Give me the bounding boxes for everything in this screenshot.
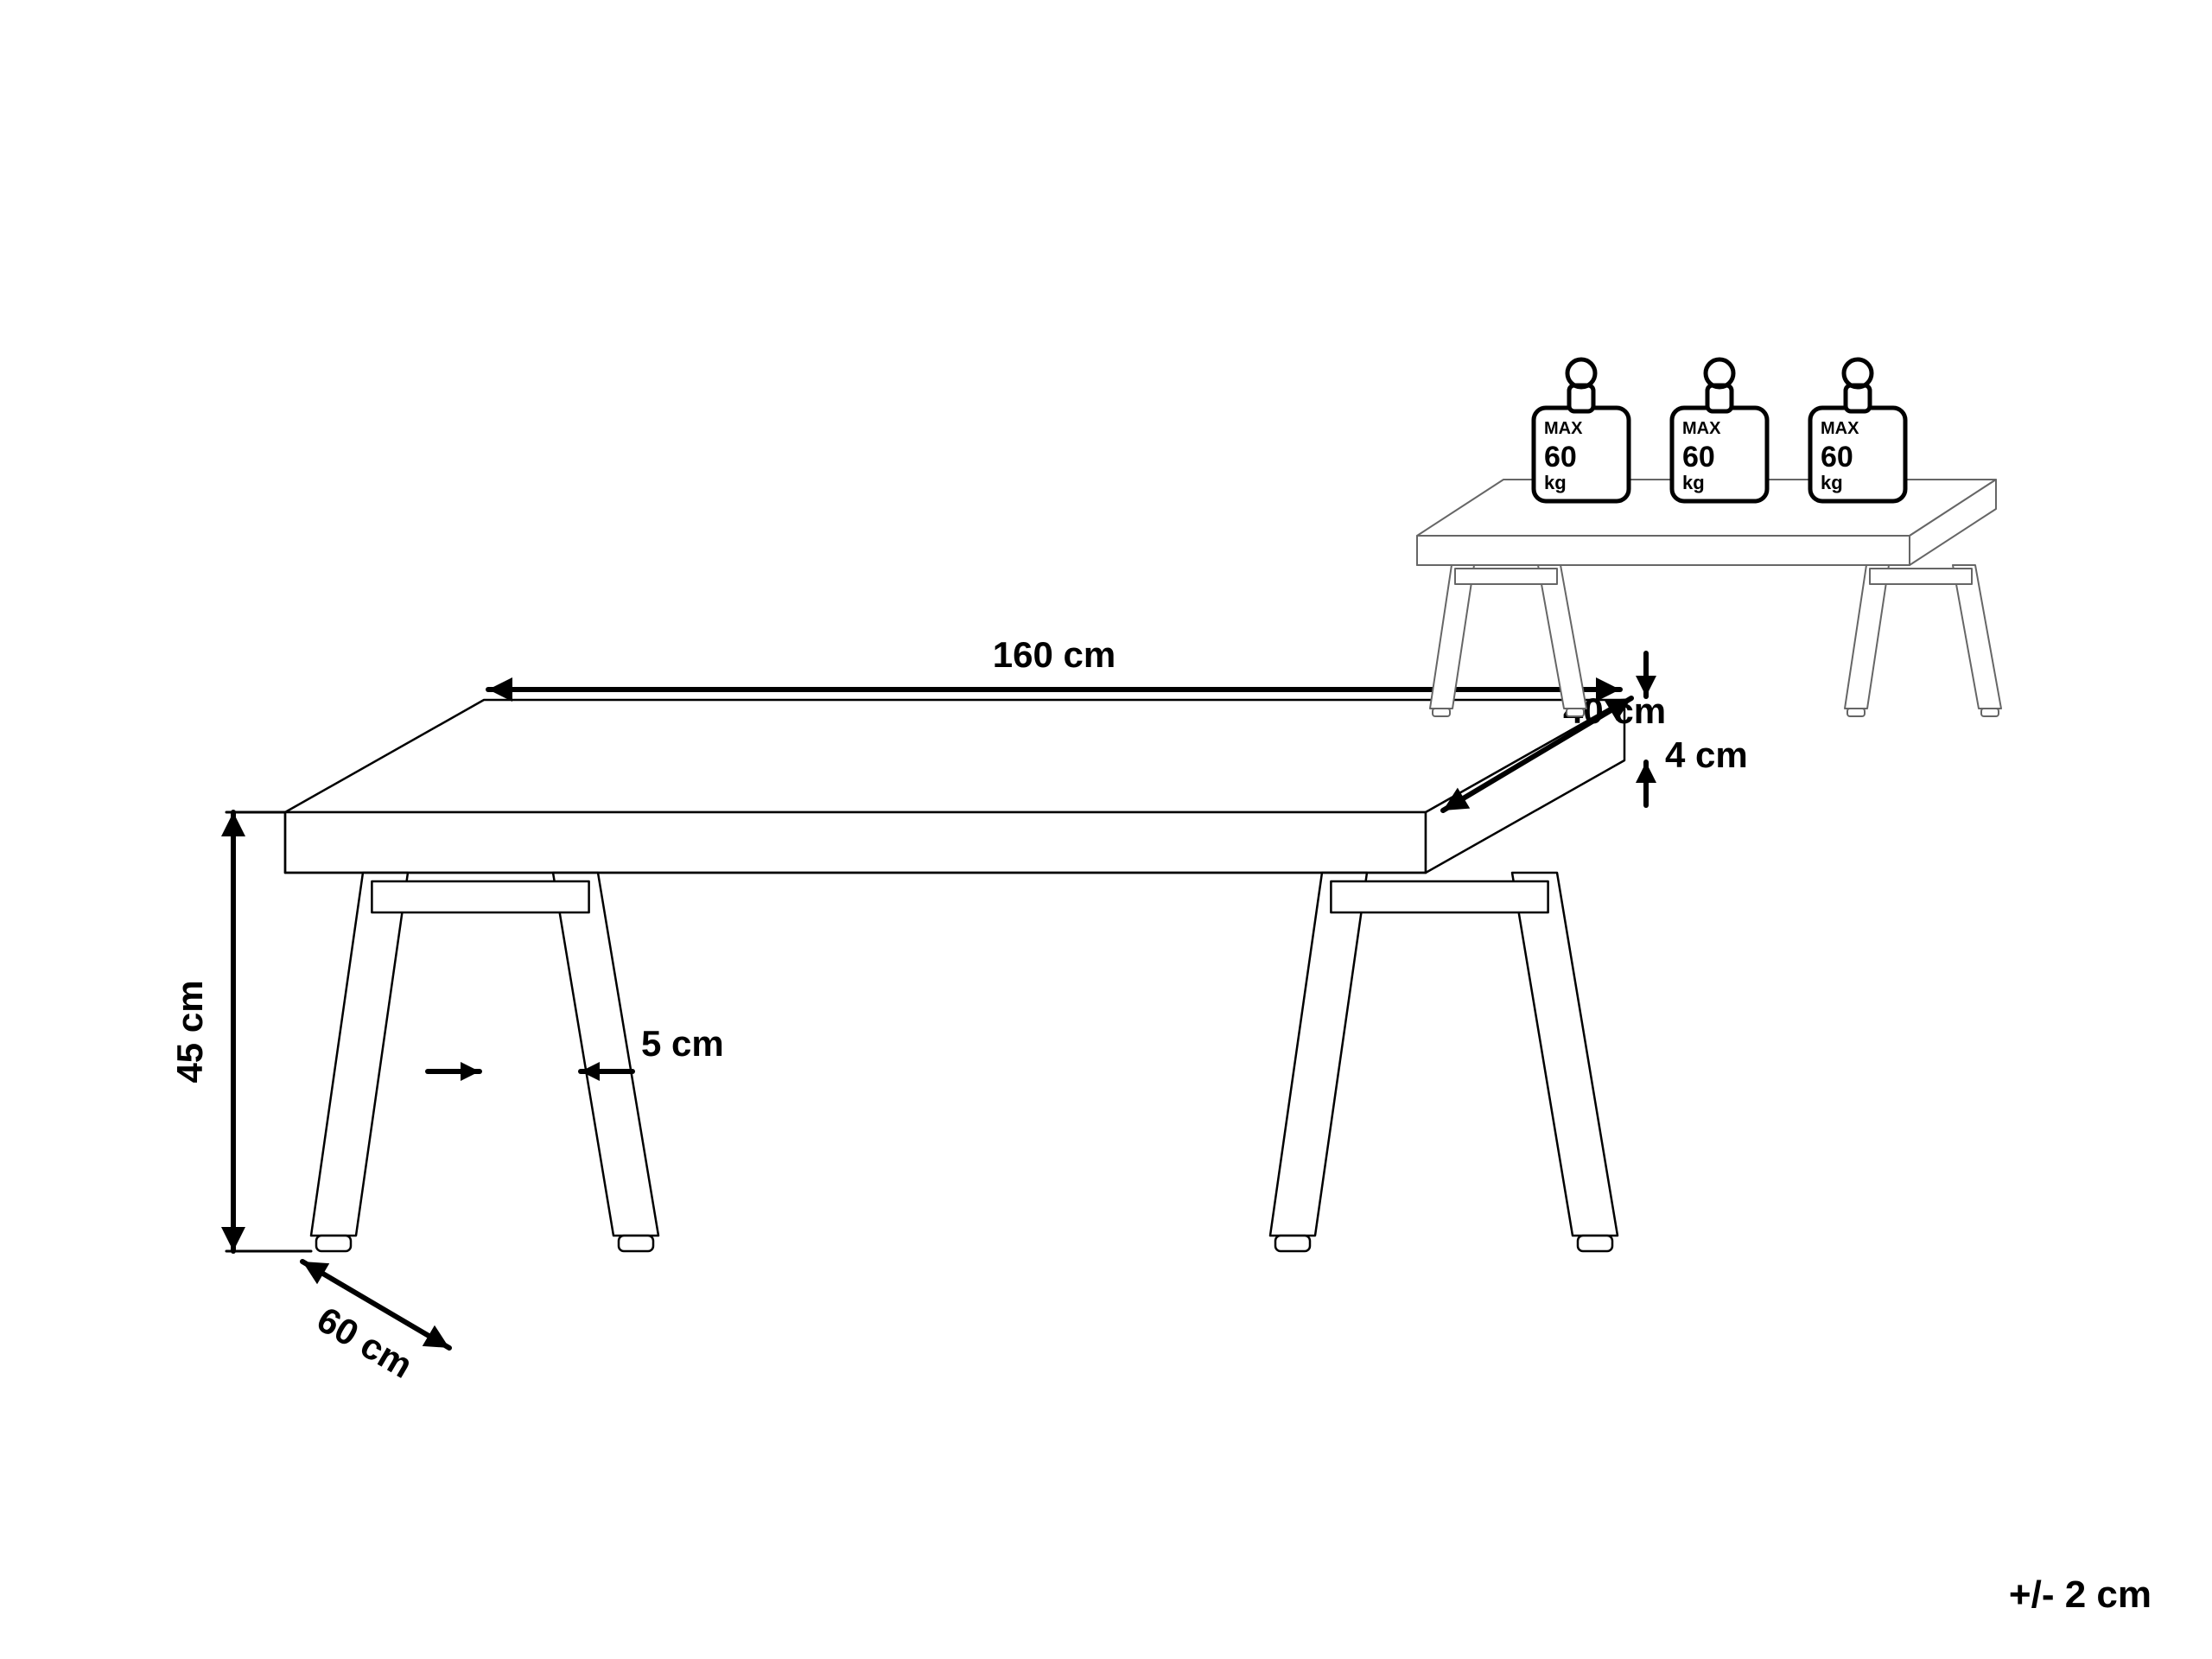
weight-unit-label: kg	[1682, 472, 1705, 493]
weight-unit-label: kg	[1544, 472, 1567, 493]
diagram-canvas: 160 cm40 cm4 cm45 cm60 cm5 cmMAX60kgMAX6…	[0, 0, 2212, 1659]
weight-value-label: 60	[1682, 441, 1715, 474]
weight-unit-label: kg	[1821, 472, 1843, 493]
dim-thickness-label: 4 cm	[1665, 734, 1748, 775]
dim-height-label: 45 cm	[169, 980, 210, 1083]
tolerance-note: +/- 2 cm	[2009, 1573, 2152, 1616]
dim-length-label: 160 cm	[993, 634, 1116, 675]
dim-legthick-label: 5 cm	[641, 1023, 724, 1064]
weight-max-label: MAX	[1544, 419, 1583, 438]
weight-icon: MAX 60kg	[1810, 359, 1905, 501]
main-bench	[285, 700, 1624, 1251]
weight-icon: MAX 60kg	[1534, 359, 1629, 501]
weight-value-label: 60	[1544, 441, 1577, 474]
weight-icon: MAX 60kg	[1672, 359, 1767, 501]
weight-value-label: 60	[1821, 441, 1853, 474]
dim-legdepth-label: 60 cm	[310, 1299, 419, 1386]
small-bench-load-diagram: MAX60kgMAX60kgMAX60kg	[1417, 359, 2001, 716]
weight-max-label: MAX	[1682, 419, 1721, 438]
weight-max-label: MAX	[1821, 419, 1859, 438]
